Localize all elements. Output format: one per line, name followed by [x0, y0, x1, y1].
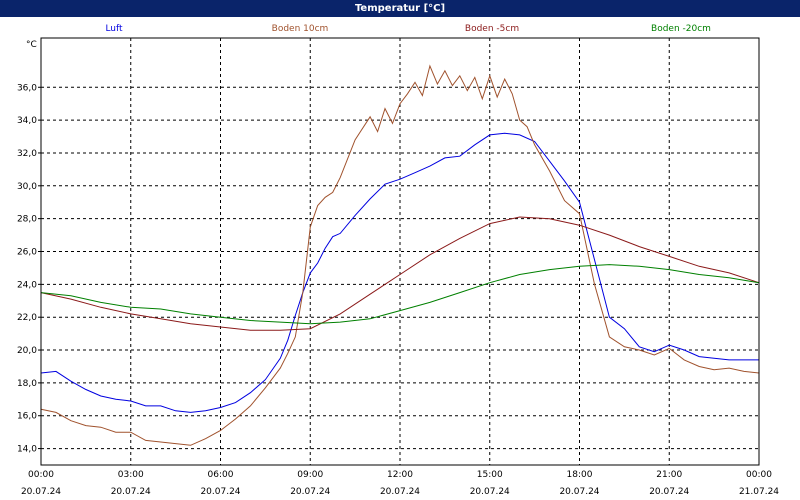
y-tick-label: 30,0 — [17, 182, 37, 192]
y-tick-label: 22,0 — [17, 313, 37, 323]
x-tick-date-label: 21.07.24 — [739, 487, 779, 497]
y-axis-ticks: 14,0 16,0 18,0 20,0 22,0 24,0 26,0 28,0 30,0 32,0… — [17, 83, 41, 455]
y-tick-label: 32,0 — [17, 149, 37, 159]
x-tick-time-label: 15:00 — [477, 470, 503, 480]
x-tick-date-label: 20.07.24 — [200, 487, 240, 497]
x-tick-date-label: 20.07.24 — [649, 487, 689, 497]
y-tick-label: 28,0 — [17, 215, 37, 225]
legend-item-boden-20cm: Boden -20cm — [651, 24, 711, 34]
x-tick-time-label: 21:00 — [656, 470, 682, 480]
temperature-chart: 14,0 16,0 18,0 20,0 22,0 24,0 26,0 28,0 30,0 32,0… — [17, 24, 779, 497]
window-title-bar: Temperatur [°C] — [0, 0, 800, 17]
y-tick-label: 20,0 — [17, 346, 37, 356]
x-tick-date-label: 20.07.24 — [111, 487, 151, 497]
x-tick-date-label: 20.07.24 — [380, 487, 420, 497]
series-lines — [40, 64, 760, 446]
x-tick-date-label: 20.07.24 — [470, 487, 510, 497]
y-tick-label: 34,0 — [17, 116, 37, 126]
x-axis-ticks: 00:00 20.07.24 03:00 20.07.24 06:00 20.07.24 0… — [21, 470, 779, 497]
x-tick-time-label: 18:00 — [567, 470, 593, 480]
y-tick-label: 18,0 — [17, 379, 37, 389]
legend-item-boden-5cm: Boden -5cm — [465, 24, 519, 34]
x-tick-time-label: 00:00 — [28, 470, 54, 480]
y-tick-label: 26,0 — [17, 248, 37, 258]
y-tick-label: 16,0 — [17, 412, 37, 422]
series-line-luft — [40, 132, 759, 413]
series-line-boden-5cm — [40, 216, 760, 331]
legend: Luft Boden 10cm Boden -5cm Boden -20cm — [105, 24, 711, 34]
y-tick-label: 14,0 — [17, 445, 37, 455]
x-tick-date-label: 20.07.24 — [21, 487, 61, 497]
y-axis-unit-label: °C — [26, 40, 37, 50]
legend-item-boden-10cm: Boden 10cm — [272, 24, 329, 34]
x-tick-time-label: 12:00 — [387, 470, 413, 480]
grid-lines — [41, 38, 759, 465]
x-tick-time-label: 06:00 — [208, 470, 234, 480]
x-tick-date-label: 20.07.24 — [559, 487, 599, 497]
series-line-boden-10cm — [40, 64, 760, 446]
y-tick-label: 36,0 — [17, 83, 37, 93]
x-tick-time-label: 00:00 — [746, 470, 772, 480]
x-tick-time-label: 09:00 — [297, 470, 323, 480]
x-tick-date-label: 20.07.24 — [290, 487, 330, 497]
legend-item-luft: Luft — [105, 24, 123, 34]
series-line-boden-20cm — [40, 264, 760, 325]
y-tick-label: 24,0 — [17, 280, 37, 290]
x-tick-time-label: 03:00 — [118, 470, 144, 480]
